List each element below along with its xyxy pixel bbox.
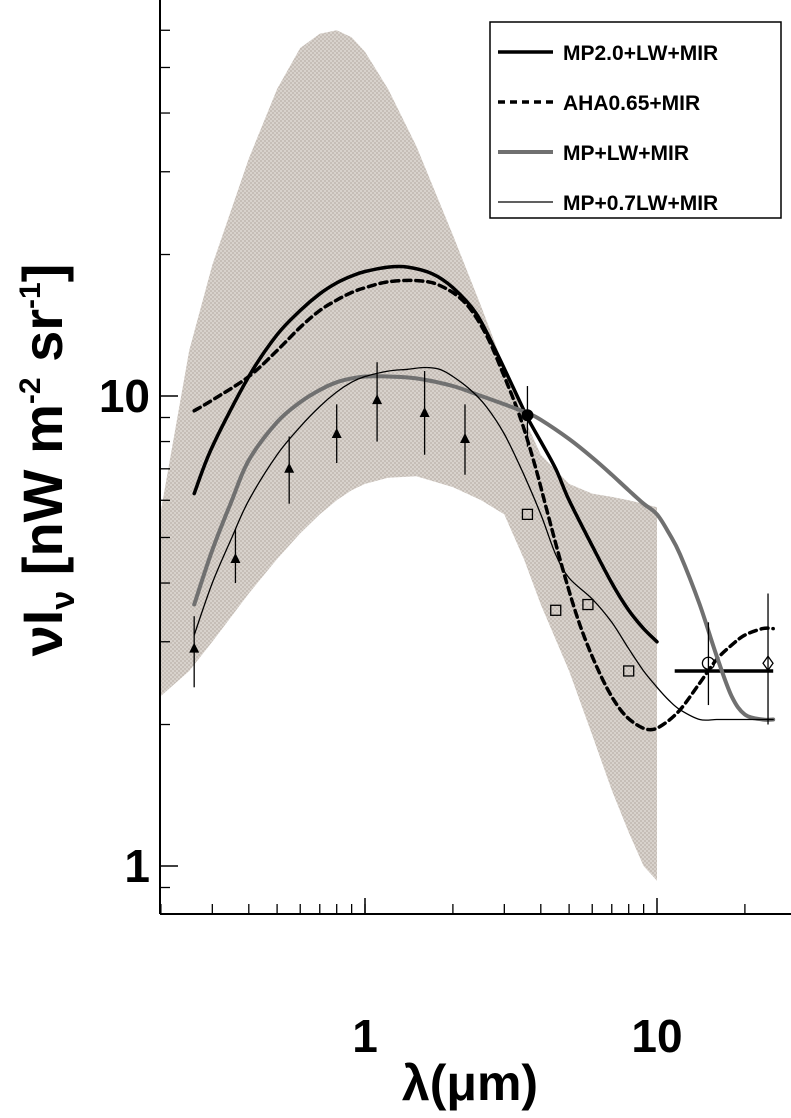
open-square-marker: [623, 665, 635, 677]
open-square-marker: [521, 508, 534, 521]
triangle-marker: [331, 428, 342, 439]
data-point-triangle: [284, 436, 295, 504]
data-point-circle-open: [701, 622, 716, 706]
triangle-marker: [372, 394, 383, 405]
legend-label-2: AHA0.65+MIR: [563, 92, 700, 115]
x-axis-title: λ(μm): [402, 1055, 538, 1111]
open-square-marker: [550, 604, 562, 616]
y-axis-title: νIν [nW m-2 sr-1]: [11, 264, 82, 657]
legend-box: [489, 21, 782, 219]
legend: MP2.0+LW+MIR AHA0.65+MIR MP+LW+MIR MP+0.7LW…: [489, 21, 782, 219]
axis-frame: [159, 0, 791, 915]
series-line-4: [193, 366, 774, 721]
data-point-triangle: [419, 371, 430, 455]
x-tick-label: 10: [631, 1010, 682, 1062]
data-point-triangle: [372, 362, 383, 442]
triangle-marker: [189, 642, 200, 653]
data-point-diamond-open: [762, 593, 774, 725]
uncertainty-band: [160, 30, 657, 881]
x-tick-label: 1: [352, 1010, 378, 1062]
data-point-triangle: [331, 404, 342, 464]
data-point-triangle: [189, 616, 200, 688]
y-axis-ticks: 1 10: [99, 29, 178, 892]
triangle-marker: [284, 462, 295, 473]
legend-label-1: MP2.0+LW+MIR: [563, 42, 718, 65]
legend-label-3: MP+LW+MIR: [563, 142, 689, 165]
series-line-2: [192, 278, 775, 732]
open-diamond-marker: [762, 655, 774, 672]
legend-entries: MP2.0+LW+MIR AHA0.65+MIR MP+LW+MIR MP+0.7LW…: [498, 42, 718, 215]
triangle-marker: [419, 407, 430, 418]
data-point-circle-filled: [521, 386, 534, 447]
series-line-1: [192, 264, 659, 644]
data-points-layer: [189, 362, 774, 725]
filled-circle-marker: [521, 409, 534, 422]
data-point-square-open: [521, 508, 534, 521]
data-point-square-open: [582, 598, 594, 611]
triangle-marker: [459, 433, 470, 444]
data-point-triangle: [230, 529, 241, 584]
triangle-marker: [230, 552, 241, 563]
data-point-square-open: [550, 604, 562, 616]
series-layer: [192, 264, 776, 732]
open-square-marker: [582, 598, 594, 611]
legend-label-4: MP+0.7LW+MIR: [563, 192, 718, 215]
plot-area: [160, 30, 776, 881]
y-tick-label: 10: [99, 370, 150, 422]
data-point-square-open: [623, 665, 635, 677]
data-point-triangle: [459, 404, 470, 475]
y-tick-label: 1: [124, 840, 150, 892]
open-circle-marker: [701, 656, 716, 670]
x-axis-ticks: 1 10: [160, 898, 746, 1062]
